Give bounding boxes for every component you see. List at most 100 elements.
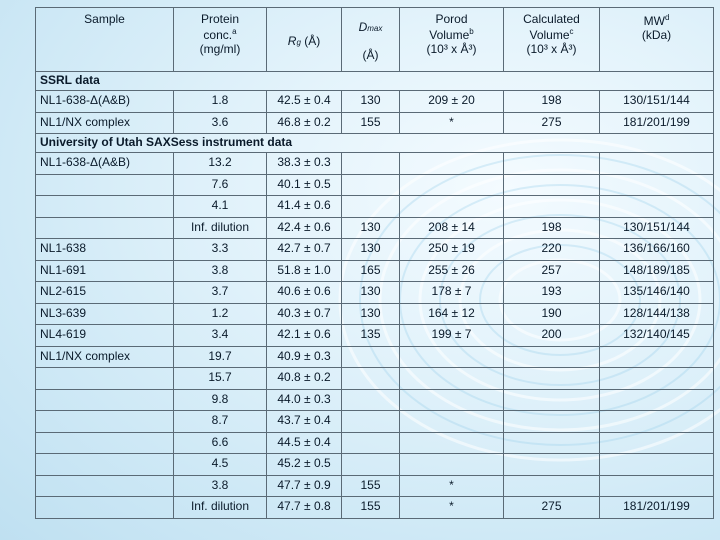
table-row: 4.5 45.2 ± 0.5 [35,453,714,476]
cell-rg: 40.6 ± 0.6 [266,281,342,304]
cell-protein-conc: 9.8 [173,388,267,411]
cell-rg: 43.7 ± 0.4 [266,410,342,433]
cell-sample: NL4-619 [35,324,174,347]
cell-dmax: 130 [341,90,400,113]
header-calculated-volume: Calculated Volumec (10³ x Å³) [503,7,600,72]
cell-calculated-volume: 198 [503,216,600,239]
cell-rg: 44.5 ± 0.4 [266,431,342,454]
cell-sample [35,173,174,196]
table-header-row: Sample Protein conc.a (mg/ml) Rg (Å) Dma… [35,7,714,72]
cell-dmax: 165 [341,259,400,282]
cell-calculated-volume: 275 [503,496,600,519]
cell-porod-volume [399,431,504,454]
cell-calculated-volume: 200 [503,324,600,347]
cell-rg: 45.2 ± 0.5 [266,453,342,476]
cell-rg: 46.8 ± 0.2 [266,111,342,134]
header-rg: Rg (Å) [266,7,342,72]
cell-dmax: 155 [341,111,400,134]
cell-protein-conc: 8.7 [173,410,267,433]
cell-calculated-volume [503,173,600,196]
cell-calculated-volume [503,453,600,476]
cell-porod-volume [399,388,504,411]
cell-mw: 130/151/144 [599,90,714,113]
cell-mw: 181/201/199 [599,496,714,519]
cell-porod-volume: 209 ± 20 [399,90,504,113]
cell-protein-conc: 3.8 [173,259,267,282]
header-protein-line3: (mg/ml) [199,41,241,56]
table-row: 9.8 44.0 ± 0.3 [35,388,714,411]
table-row: Inf. dilution 42.4 ± 0.6 130 208 ± 14 198 130… [35,216,714,239]
header-protein-line1: Protein [200,12,240,26]
cell-sample: NL1-638 [35,238,174,261]
cell-mw [599,431,714,454]
cell-protein-conc: Inf. dilution [173,216,267,239]
header-calc-line2: Volume [529,27,570,42]
cell-rg: 40.1 ± 0.5 [266,173,342,196]
cell-sample [35,431,174,454]
cell-porod-volume [399,195,504,218]
cell-porod-volume: 250 ± 19 [399,238,504,261]
cell-dmax: 130 [341,281,400,304]
table-row: 7.6 40.1 ± 0.5 [35,173,714,196]
cell-rg: 42.5 ± 0.4 [266,90,342,113]
header-dmax: Dmax (Å) [341,7,400,72]
header-mw-line1: MW [643,14,665,28]
header-porod-line1: Porod [435,12,468,26]
cell-calculated-volume [503,431,600,454]
cell-dmax: 130 [341,216,400,239]
cell-mw [599,453,714,476]
cell-porod-volume [399,345,504,368]
section-row-ssrl: SSRL data [35,71,714,91]
cell-protein-conc: 19.7 [173,345,267,368]
cell-mw [599,195,714,218]
cell-porod-volume [399,410,504,433]
cell-sample [35,216,174,239]
section-row-utah: University of Utah SAXSess instrument da… [35,133,714,153]
cell-calculated-volume [503,152,600,175]
cell-sample [35,388,174,411]
cell-protein-conc: 3.6 [173,111,267,134]
cell-mw [599,152,714,175]
cell-rg: 40.8 ± 0.2 [266,367,342,390]
cell-dmax [341,388,400,411]
section-label-ssrl: SSRL data [35,71,714,91]
cell-calculated-volume: 198 [503,90,600,113]
cell-rg: 38.3 ± 0.3 [266,152,342,175]
cell-calculated-volume: 257 [503,259,600,282]
cell-porod-volume [399,152,504,175]
cell-mw [599,410,714,433]
cell-rg: 44.0 ± 0.3 [266,388,342,411]
cell-porod-volume: * [399,496,504,519]
table-row: NL1/NX complex 19.7 40.9 ± 0.3 [35,345,714,368]
cell-dmax [341,152,400,175]
cell-protein-conc: 1.2 [173,302,267,325]
cell-sample: NL1/NX complex [35,111,174,134]
table-row: NL1-638 3.3 42.7 ± 0.7 130 250 ± 19 220 136/16… [35,238,714,261]
header-mw-line2: (kDa) [641,27,672,42]
table-row: NL1-638-Δ(A&B) 1.8 42.5 ± 0.4 130 209 ± 20 19… [35,90,714,113]
cell-protein-conc: Inf. dilution [173,496,267,519]
cell-calculated-volume: 193 [503,281,600,304]
cell-protein-conc: 3.3 [173,238,267,261]
cell-sample: NL1-691 [35,259,174,282]
cell-mw: 148/189/185 [599,259,714,282]
header-calc-line3: (10³ x Å³) [526,41,577,56]
cell-porod-volume: * [399,111,504,134]
header-rg-subscript: g [296,38,301,48]
cell-porod-volume: * [399,474,504,497]
header-rg-unit: (Å) [300,34,321,49]
table-row: NL1/NX complex 3.6 46.8 ± 0.2 155 * 275 181/20… [35,111,714,134]
cell-porod-volume: 199 ± 7 [399,324,504,347]
cell-sample [35,474,174,497]
cell-mw: 130/151/144 [599,216,714,239]
cell-dmax [341,410,400,433]
cell-mw [599,474,714,497]
table-row: NL1-638-Δ(A&B) 13.2 38.3 ± 0.3 [35,152,714,175]
cell-dmax [341,453,400,476]
cell-dmax [341,195,400,218]
cell-porod-volume [399,453,504,476]
table-row: 6.6 44.5 ± 0.4 [35,431,714,454]
table-row: 4.1 41.4 ± 0.6 [35,195,714,218]
cell-sample: NL1/NX complex [35,345,174,368]
cell-rg: 42.1 ± 0.6 [266,324,342,347]
